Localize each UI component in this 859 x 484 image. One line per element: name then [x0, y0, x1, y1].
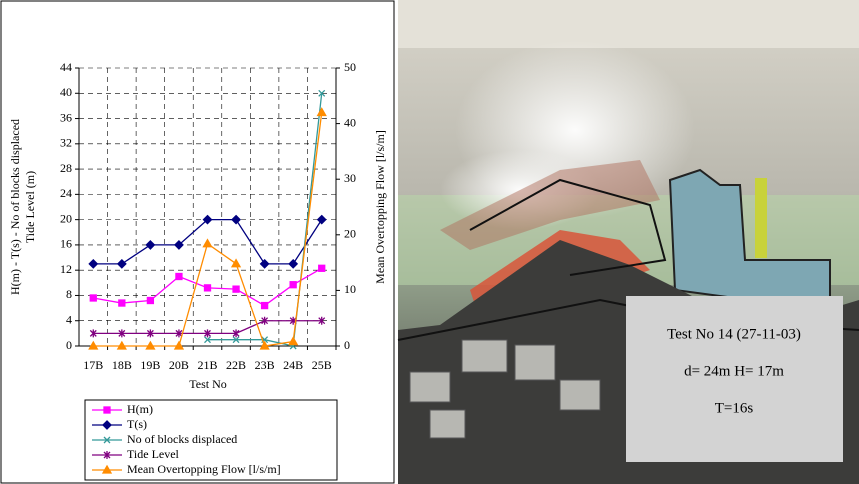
- caption-box: [626, 296, 843, 462]
- y2-tick-label: 20: [344, 227, 356, 241]
- y2-tick-label: 10: [344, 282, 356, 296]
- x-tick-label: 21B: [197, 358, 217, 372]
- legend-label: H(m): [127, 402, 153, 416]
- marker: [118, 299, 126, 307]
- caption-line: Test No 14 (27-11-03): [667, 326, 801, 342]
- y-axis-title: H(m) - T(s) - No of blocks displaced: [8, 119, 22, 295]
- y-tick-label: 12: [60, 262, 72, 276]
- x-tick-label: 18B: [112, 358, 132, 372]
- marker: [88, 258, 99, 269]
- y-tick-label: 20: [60, 211, 72, 225]
- marker: [89, 329, 97, 338]
- caption-line: d= 24m H= 17m: [684, 363, 784, 379]
- marker: [102, 420, 112, 430]
- marker: [101, 464, 113, 474]
- marker: [103, 451, 111, 459]
- marker: [88, 340, 99, 350]
- marker: [230, 258, 242, 268]
- marker: [173, 340, 185, 350]
- x-axis-title: Test No: [189, 377, 227, 391]
- y2-tick-label: 0: [344, 338, 350, 352]
- marker: [318, 264, 326, 272]
- marker: [232, 285, 240, 293]
- legend-label: Tide Level: [127, 447, 180, 461]
- y-tick-label: 36: [60, 110, 72, 124]
- y-tick-label: 28: [60, 161, 72, 175]
- legend-label: No of blocks displaced: [127, 432, 237, 446]
- marker: [260, 301, 269, 310]
- marker: [259, 340, 270, 350]
- x-tick-label: 19B: [140, 358, 160, 372]
- marker: [232, 329, 240, 338]
- y2-tick-label: 50: [344, 60, 356, 74]
- y-tick-label: 0: [66, 338, 72, 352]
- marker: [145, 340, 156, 350]
- legend-label: T(s): [127, 417, 147, 431]
- marker: [174, 239, 184, 250]
- marker: [232, 336, 240, 344]
- legend-label: Mean Overtopping Flow [l/s/m]: [127, 462, 281, 476]
- y-tick-label: 4: [66, 312, 72, 326]
- marker: [231, 214, 241, 225]
- marker: [89, 294, 97, 302]
- marker: [103, 436, 111, 444]
- marker: [316, 214, 327, 225]
- y2-tick-label: 40: [344, 115, 356, 129]
- marker: [259, 258, 270, 269]
- x-tick-label: 17B: [83, 358, 103, 372]
- marker: [175, 272, 183, 281]
- marker: [146, 329, 154, 338]
- y-tick-label: 32: [60, 136, 72, 150]
- y-tick-label: 8: [66, 287, 72, 301]
- marker: [118, 329, 126, 338]
- y-tick-label: 44: [60, 60, 72, 74]
- y-tick-label: 40: [60, 85, 72, 99]
- x-tick-label: 24B: [283, 358, 303, 372]
- x-tick-label: 23B: [255, 358, 275, 372]
- marker: [202, 238, 213, 248]
- y-tick-label: 16: [60, 237, 72, 251]
- marker: [288, 258, 299, 269]
- marker: [204, 329, 211, 338]
- y-tick-label: 24: [60, 186, 72, 200]
- x-tick-label: 25B: [312, 358, 332, 372]
- marker: [116, 340, 127, 350]
- marker: [146, 296, 155, 305]
- marker: [288, 336, 299, 346]
- legend: [84, 399, 338, 481]
- marker: [202, 214, 213, 225]
- y2-tick-label: 30: [344, 171, 356, 185]
- marker: [203, 284, 212, 292]
- marker: [318, 316, 326, 325]
- marker: [261, 316, 269, 325]
- caption-line: T=16s: [715, 400, 754, 416]
- x-tick-label: 22B: [226, 358, 246, 372]
- marker: [318, 89, 326, 97]
- marker: [175, 329, 183, 338]
- marker: [103, 406, 111, 414]
- y-axis-title: Tide Level (m): [23, 171, 37, 243]
- photo: [397, 0, 859, 484]
- marker: [116, 258, 127, 269]
- marker: [289, 281, 297, 289]
- marker: [145, 239, 156, 250]
- y2-axis-title: Mean Overtopping Flow [l/s/m]: [373, 130, 387, 284]
- marker: [316, 107, 327, 117]
- marker: [204, 336, 211, 344]
- x-tick-label: 20B: [169, 358, 189, 372]
